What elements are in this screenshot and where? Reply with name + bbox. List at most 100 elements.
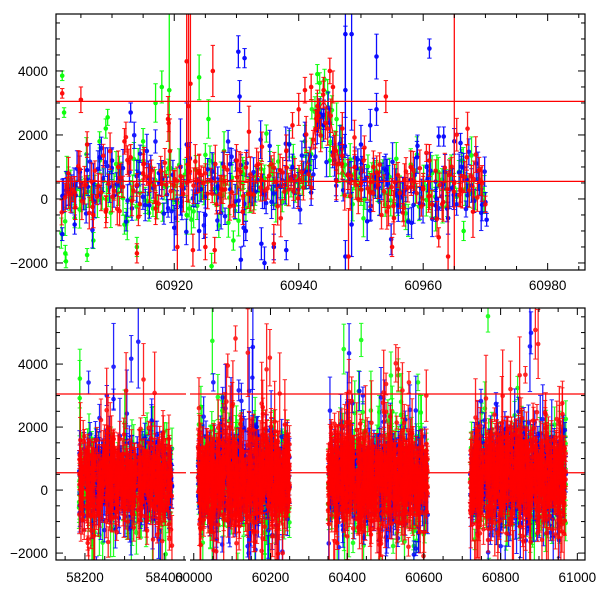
marker [347, 193, 353, 199]
marker [131, 132, 137, 138]
marker [401, 205, 407, 211]
marker [461, 228, 466, 234]
data-point [352, 119, 357, 156]
marker [191, 209, 196, 214]
marker [315, 71, 320, 77]
marker [215, 218, 220, 223]
data-point [78, 86, 84, 114]
data-point [484, 212, 489, 227]
data-point [210, 44, 216, 98]
marker [206, 116, 211, 122]
marker [186, 206, 192, 211]
data-point [244, 149, 249, 177]
data-point [349, 14, 354, 131]
marker [381, 188, 387, 194]
marker [349, 222, 354, 227]
data-point [427, 38, 432, 59]
data-point [461, 220, 466, 242]
marker [120, 165, 126, 171]
marker [103, 209, 109, 215]
marker [142, 202, 148, 208]
marker [433, 168, 438, 174]
marker [225, 139, 231, 144]
data-point [436, 126, 442, 147]
marker [194, 178, 199, 183]
marker [377, 162, 382, 167]
data-point [190, 233, 196, 267]
marker [103, 126, 109, 131]
marker [271, 241, 277, 247]
marker [343, 87, 348, 93]
data-point [242, 48, 247, 69]
marker [263, 200, 269, 206]
marker [242, 55, 247, 61]
marker [313, 154, 318, 159]
marker [417, 165, 423, 171]
marker [144, 174, 149, 179]
marker [264, 131, 269, 136]
data-point [184, 218, 189, 246]
data-point [302, 76, 308, 104]
marker [374, 107, 379, 112]
marker [295, 196, 301, 201]
data-point [441, 126, 447, 147]
data-point [234, 144, 239, 178]
marker [61, 110, 67, 115]
marker [153, 139, 158, 144]
marker [383, 167, 389, 173]
data-point [290, 112, 295, 139]
data-point [327, 144, 333, 178]
marker [231, 203, 236, 208]
marker [134, 182, 140, 188]
marker [166, 87, 172, 93]
marker [449, 164, 454, 169]
marker [355, 157, 361, 162]
marker [391, 215, 397, 221]
marker [318, 133, 323, 138]
marker [361, 216, 366, 221]
data-point [262, 246, 267, 270]
marker [196, 75, 202, 80]
marker [134, 251, 140, 256]
data-point [59, 88, 65, 99]
marker [482, 169, 487, 174]
marker [470, 209, 476, 215]
data-point [346, 208, 351, 270]
marker [105, 115, 110, 120]
x-tick-label: 60980 [529, 278, 567, 293]
marker [392, 179, 397, 185]
marker [290, 123, 295, 128]
marker [303, 132, 309, 137]
marker [283, 247, 289, 253]
marker [222, 213, 228, 219]
marker [445, 254, 451, 259]
marker [368, 179, 373, 185]
marker [414, 190, 419, 196]
data-point [209, 252, 214, 270]
marker [246, 129, 252, 135]
data-point [153, 83, 158, 123]
marker [324, 159, 329, 165]
marker [159, 84, 165, 90]
data-point [454, 117, 460, 152]
marker [454, 201, 459, 207]
marker [193, 159, 198, 164]
marker [348, 173, 354, 179]
marker [465, 126, 470, 131]
marker [222, 187, 228, 192]
marker [311, 172, 316, 177]
marker [346, 254, 351, 259]
marker [484, 217, 489, 223]
marker [62, 219, 68, 224]
marker [282, 189, 287, 194]
marker [190, 247, 196, 253]
marker [340, 153, 345, 159]
marker [266, 173, 272, 179]
marker [91, 212, 96, 218]
marker [131, 188, 136, 194]
marker [212, 247, 217, 253]
marker [315, 103, 320, 109]
x-tick-label: 60960 [404, 278, 442, 293]
marker [271, 165, 277, 171]
